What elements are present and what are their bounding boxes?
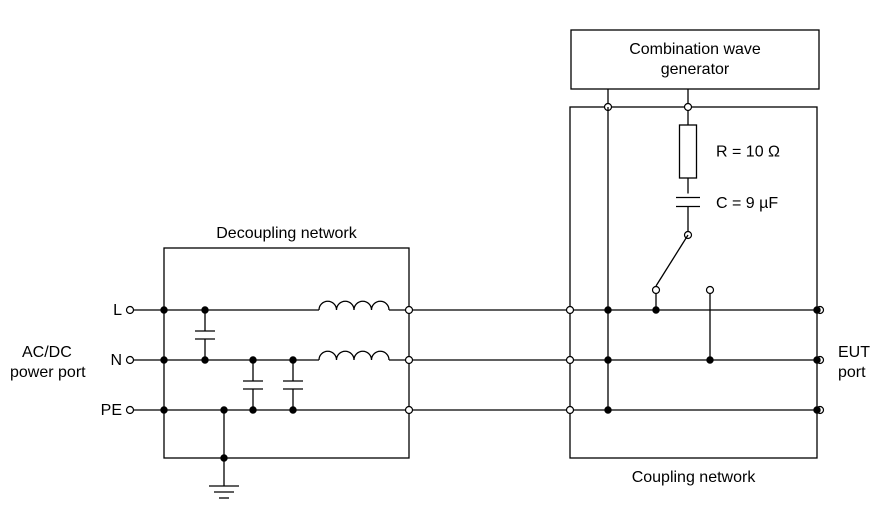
right-port-label1: EUT [838,344,870,361]
right-port-label2: port [838,364,866,381]
generator-label-line1: Combination wave [629,41,761,58]
line-N-label: N [110,352,122,369]
line-L-label: L [113,302,122,319]
coupling-label: Coupling network [632,469,757,486]
resistor-label: R = 10 Ω [716,144,780,161]
left-port-label2: power port [10,364,86,381]
capacitor-label: C = 9 µF [716,195,778,212]
left-port-label1: AC/DC [22,344,72,361]
decoupling-label: Decoupling network [216,225,358,242]
circuit-diagram: Combination wave generator Decoupling netw… [0,0,893,524]
line-PE-label: PE [101,402,122,419]
generator-label-line2: generator [661,61,730,78]
